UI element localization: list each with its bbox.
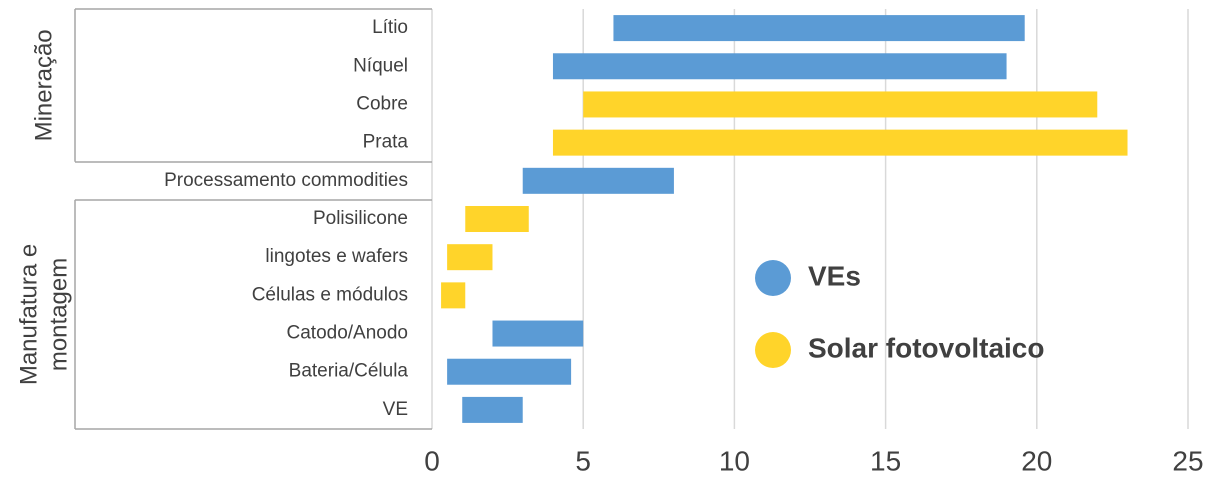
bar xyxy=(552,129,1128,156)
x-tick-label: 25 xyxy=(1172,445,1203,476)
y-tick-label: Lítio xyxy=(372,17,408,38)
legend-swatch xyxy=(755,332,791,368)
bar xyxy=(492,320,584,347)
y-tick-label: Processamento commodities xyxy=(164,170,408,191)
y-tick-label: Cobre xyxy=(356,93,408,114)
bar xyxy=(522,167,674,194)
y-tick-label: VE xyxy=(383,399,408,420)
bar xyxy=(465,206,529,232)
legend-label: Solar fotovoltaico xyxy=(808,332,1044,363)
y-tick-label: Células e módulos xyxy=(252,284,408,305)
group-label: montagem xyxy=(45,258,72,371)
x-tick-label: 10 xyxy=(719,445,750,476)
y-tick-label: Prata xyxy=(363,132,409,153)
x-tick-label: 5 xyxy=(575,445,591,476)
y-tick-label: lingotes e wafers xyxy=(265,246,408,267)
x-tick-label: 20 xyxy=(1021,445,1052,476)
y-tick-label: Catodo/Anodo xyxy=(287,323,409,344)
x-tick-label: 0 xyxy=(424,445,440,476)
bar xyxy=(613,15,1025,42)
y-tick-label: Bateria/Célula xyxy=(289,361,409,382)
bar xyxy=(447,244,493,271)
legend-label: VEs xyxy=(808,260,861,291)
x-tick-label: 15 xyxy=(870,445,901,476)
y-tick-label: Polisilicone xyxy=(313,208,408,229)
bar xyxy=(552,53,1007,80)
bar xyxy=(441,282,466,309)
bar xyxy=(447,358,572,385)
group-label: Mineração xyxy=(30,29,57,141)
legend-swatch xyxy=(755,260,791,296)
y-tick-label: Níquel xyxy=(353,55,408,76)
group-label: Manufatura e xyxy=(15,244,42,385)
bar xyxy=(462,396,523,423)
bar xyxy=(583,91,1098,118)
